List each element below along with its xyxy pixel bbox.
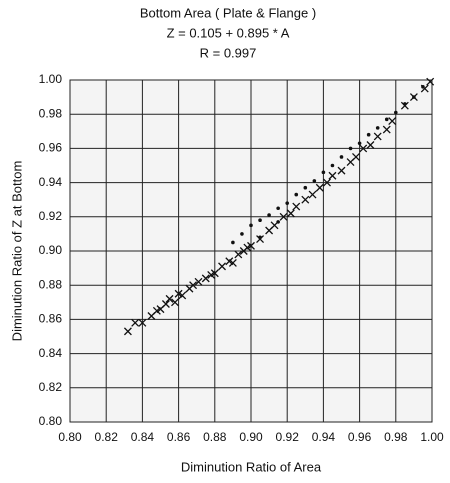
chart-title: Z = 0.105 + 0.895 * A <box>167 25 290 40</box>
point <box>352 152 360 161</box>
point <box>330 163 335 168</box>
point <box>247 241 255 250</box>
x-tick-label: 0.98 <box>384 430 408 444</box>
x-tick-label: 0.82 <box>95 430 119 444</box>
point <box>234 250 243 259</box>
point <box>384 117 389 122</box>
point <box>348 146 353 151</box>
point <box>218 262 226 271</box>
y-tick-label: 0.84 <box>39 346 63 360</box>
x-tick-label: 0.90 <box>239 430 263 444</box>
point <box>421 85 425 89</box>
y-tick-label: 0.92 <box>39 209 63 223</box>
point <box>210 269 219 278</box>
point <box>276 206 280 211</box>
x-tick-label: 0.96 <box>348 430 372 444</box>
point <box>279 212 288 221</box>
point <box>194 277 203 286</box>
point <box>312 179 317 183</box>
point <box>249 223 253 228</box>
y-tick-label: 0.88 <box>39 277 63 291</box>
y-tick-label: 0.82 <box>39 380 63 394</box>
point <box>412 95 416 99</box>
point <box>240 232 244 236</box>
point <box>276 220 280 224</box>
y-tick-label: 0.96 <box>39 141 63 155</box>
point <box>165 294 174 303</box>
point <box>388 117 397 125</box>
point <box>228 259 237 267</box>
y-tick-label: 0.86 <box>39 312 63 326</box>
point <box>323 178 331 187</box>
point <box>267 213 271 217</box>
x-tick-label: 0.94 <box>312 430 336 444</box>
point <box>321 170 326 175</box>
point <box>178 291 187 300</box>
point <box>303 185 308 190</box>
point <box>285 201 290 205</box>
y-tick-label: 0.94 <box>39 175 63 189</box>
point <box>373 132 382 141</box>
point <box>286 209 295 218</box>
point <box>123 327 132 336</box>
y-tick-label: 0.90 <box>39 243 63 257</box>
y-tick-label: 0.80 <box>39 414 63 428</box>
point <box>258 235 262 240</box>
chart-title: Bottom Area ( Plate & Flange ) <box>140 5 316 20</box>
point <box>382 125 391 134</box>
point <box>426 77 435 86</box>
point <box>394 110 398 115</box>
point <box>131 318 140 327</box>
point <box>375 126 380 130</box>
x-tick-label: 0.86 <box>167 430 191 444</box>
point <box>138 318 147 327</box>
point <box>171 298 179 307</box>
y-tick-label: 1.00 <box>39 72 63 86</box>
point <box>366 132 371 137</box>
point <box>294 192 299 197</box>
x-tick-label: 1.00 <box>420 430 444 444</box>
point <box>201 274 210 283</box>
point <box>359 144 368 153</box>
point <box>337 166 346 175</box>
point <box>161 300 170 308</box>
x-tick-label: 0.80 <box>58 430 82 444</box>
point <box>366 141 375 149</box>
point <box>301 195 310 204</box>
point <box>315 183 324 192</box>
x-axis-label: Diminution Ratio of Area <box>181 459 322 474</box>
point <box>357 141 362 146</box>
point <box>258 218 262 223</box>
point <box>339 155 344 159</box>
x-tick-label: 0.84 <box>131 430 155 444</box>
y-tick-label: 0.98 <box>39 106 63 120</box>
point <box>189 281 198 290</box>
point <box>231 240 235 245</box>
chart-title: R = 0.997 <box>200 45 257 60</box>
y-axis-label: Diminution Ratio of Z at Bottom <box>9 161 24 342</box>
point <box>403 102 407 106</box>
x-tick-label: 0.88 <box>203 430 227 444</box>
point <box>292 202 301 211</box>
point <box>328 171 337 180</box>
point <box>308 190 317 199</box>
x-tick-label: 0.92 <box>276 430 300 444</box>
